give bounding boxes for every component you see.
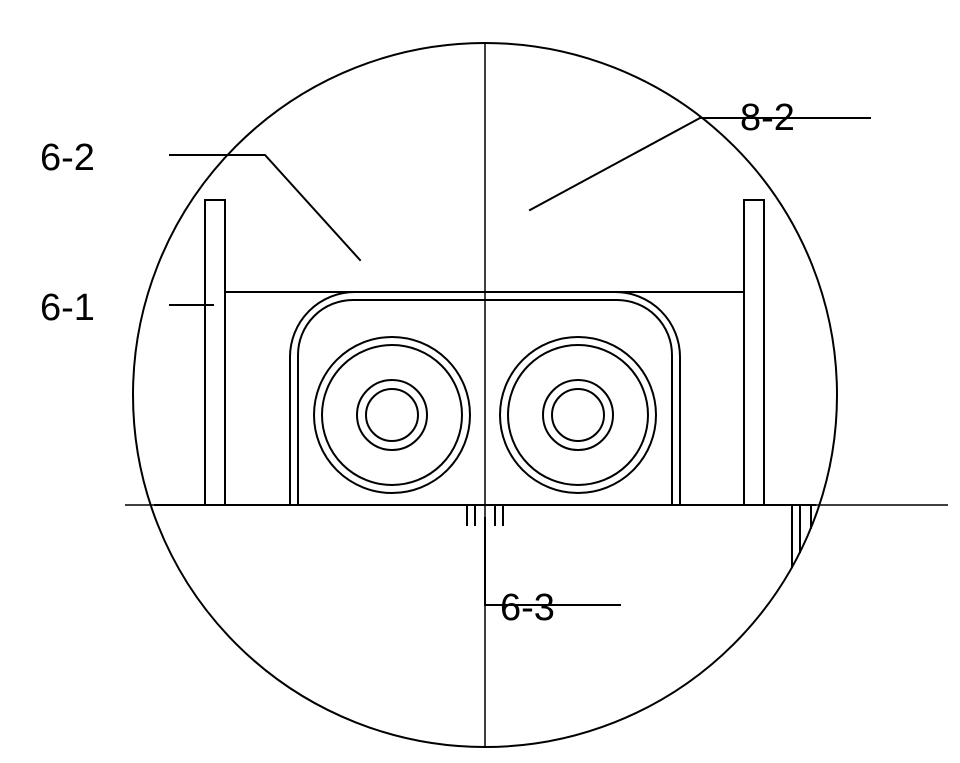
leader-6-2 — [170, 155, 360, 260]
label-8-2: 8-2 — [740, 97, 795, 139]
right-roller-ring-0 — [500, 337, 656, 493]
label-6-3: 6-3 — [500, 587, 555, 629]
left-roller-ring-1 — [322, 345, 462, 485]
right-roller — [500, 337, 656, 493]
right-roller-ring-3 — [552, 389, 604, 441]
left-roller — [314, 337, 470, 493]
leader-8-2 — [530, 118, 870, 210]
label-6-2: 6-2 — [40, 137, 95, 179]
label-6-1: 6-1 — [40, 287, 95, 329]
left-roller-ring-0 — [314, 337, 470, 493]
right-roller-ring-2 — [543, 380, 613, 450]
detail-view-svg: 6-2 6-1 8-2 6-3 — [0, 0, 960, 763]
left-roller-ring-2 — [357, 380, 427, 450]
right-roller-ring-1 — [508, 345, 648, 485]
left-roller-ring-3 — [366, 389, 418, 441]
